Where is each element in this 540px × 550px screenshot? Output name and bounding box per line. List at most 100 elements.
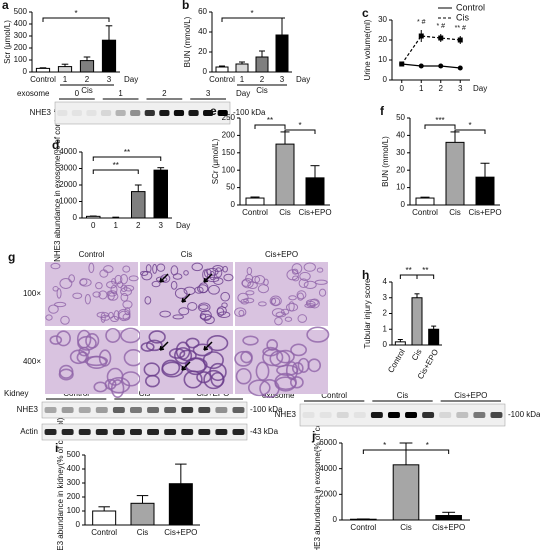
tissue-texture (99, 269, 109, 278)
blot-row-name: NHE3 (17, 405, 39, 414)
lane-label: 1 (118, 89, 123, 98)
bar (445, 141, 465, 206)
significance-bracket (92, 156, 162, 161)
y-tick-label: 0 (76, 520, 81, 529)
tissue-texture (110, 379, 125, 398)
marker (438, 35, 444, 41)
blot-band (439, 412, 452, 418)
bar (305, 177, 325, 206)
y-tick-label: 3 (383, 293, 388, 302)
tissue-texture (185, 337, 200, 349)
x-tick-label: 1 (114, 221, 119, 230)
bar (275, 34, 289, 73)
blot-band (95, 407, 108, 413)
y-tick-label: 250 (222, 113, 236, 122)
tissue-texture (316, 267, 324, 273)
tissue-texture (49, 335, 63, 345)
tissue-texture (110, 315, 119, 323)
blot-band (129, 407, 142, 413)
bar (168, 483, 193, 526)
tissue-texture (318, 288, 327, 297)
y-tick-label: 6000 (319, 438, 337, 447)
tissue-texture (240, 298, 249, 305)
row-label: 400× (23, 357, 41, 366)
blot-band (353, 412, 366, 418)
x-tick-label: Control (30, 75, 56, 84)
blot-band (147, 407, 160, 413)
blot-band (405, 412, 418, 418)
tissue-texture (199, 313, 212, 320)
significance-label: * (426, 441, 429, 450)
tissue-texture (178, 307, 190, 316)
arrow (181, 361, 191, 371)
x-tick-label: Cis (449, 208, 461, 217)
tissue-texture (172, 273, 183, 280)
x-tick-label: 2 (439, 84, 444, 93)
blot-band (78, 429, 91, 435)
blot-band (100, 110, 112, 116)
blot-band (61, 407, 74, 413)
column-label: Cis+EPO (265, 250, 298, 259)
bar (394, 341, 406, 346)
tissue-texture (303, 280, 317, 289)
blot-band (78, 407, 91, 413)
bar (411, 297, 423, 346)
tissue-texture (122, 265, 131, 273)
tissue-texture (120, 287, 133, 297)
blot-band (473, 412, 486, 418)
panel-label: d (52, 138, 59, 152)
significance-bracket (424, 124, 456, 129)
blot-band (302, 412, 315, 418)
tissue-texture (72, 292, 83, 299)
bar (79, 60, 95, 73)
tissue-texture (105, 327, 121, 343)
tissue-texture (187, 302, 198, 311)
y-tick-label: 0 (333, 515, 338, 524)
blot-band (490, 412, 503, 418)
y-tick-label: 4000 (319, 464, 337, 473)
y-axis-label: BUN (mmol/L) (183, 16, 192, 67)
blot-band (130, 110, 141, 116)
bar (131, 191, 146, 219)
blot-band (61, 429, 74, 435)
tissue-texture (69, 349, 88, 365)
tissue-texture (210, 371, 225, 388)
panel-label: i (55, 441, 58, 455)
tissue-texture (106, 290, 118, 297)
blot-row-size: -100 kDa (233, 108, 266, 117)
tissue-texture (120, 292, 129, 302)
tissue-texture (79, 278, 88, 286)
tissue-texture (271, 308, 285, 318)
tissue-texture (45, 314, 53, 321)
x-tick-label: 0 (400, 84, 405, 93)
tissue-texture (241, 278, 254, 289)
blot-band (387, 412, 400, 418)
tissue-texture (183, 270, 189, 276)
bar (392, 464, 420, 521)
lane-label: 0 (75, 89, 80, 98)
x-tick-label: 2 (260, 75, 265, 84)
tissue-texture (235, 367, 252, 385)
x-tick-label: Cis (410, 348, 424, 363)
y-tick-label: 0 (383, 75, 388, 84)
tissue-texture (194, 286, 204, 294)
tissue-texture (307, 358, 322, 373)
x-tick-label: Control (242, 208, 268, 217)
bar (415, 197, 435, 206)
tissue-texture (170, 280, 178, 290)
tissue-texture (85, 333, 100, 349)
blot-row-name: NHE3 (275, 410, 297, 419)
y-tick-label: 0 (73, 213, 78, 222)
blot-band (181, 407, 194, 413)
legend-label: Cis (456, 12, 469, 22)
bar (57, 66, 73, 73)
y-tick-label: 2000 (59, 180, 77, 189)
y-tick-label: 400 (14, 19, 28, 28)
panel-label: g (8, 250, 15, 264)
blot-band (44, 407, 57, 413)
micrograph (234, 326, 330, 398)
tissue-texture (148, 330, 166, 344)
tissue-texture (207, 284, 220, 295)
significance-bracket (254, 124, 286, 129)
blot-band (456, 412, 469, 418)
